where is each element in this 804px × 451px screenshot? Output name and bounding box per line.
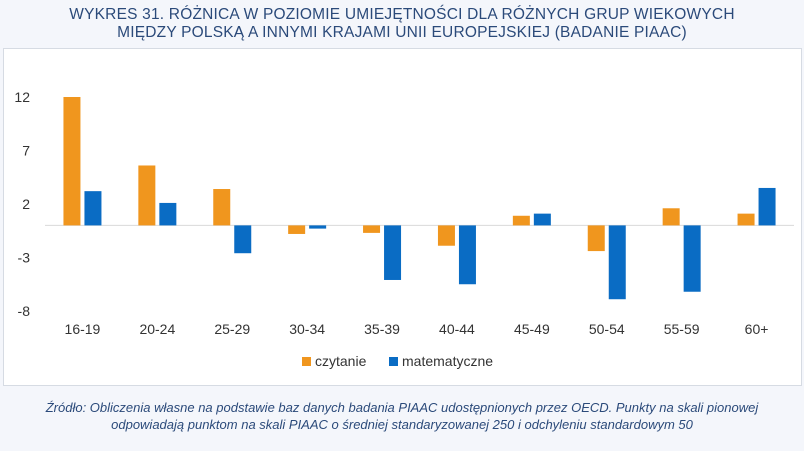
chart-title: WYKRES 31. RÓŻNICA W POZIOMIE UMIEJĘTNOŚ… <box>0 6 804 42</box>
source-note-line-2: odpowiadają punktom na skali PIAAC o śre… <box>111 417 693 432</box>
y-tick-label: -8 <box>18 303 31 319</box>
bar-czytanie-16-19 <box>63 97 81 226</box>
bar-matematyczne-60+ <box>758 187 776 226</box>
legend-label-matematyczne: matematyczne <box>402 353 493 369</box>
bar-czytanie-20-24 <box>138 165 156 226</box>
x-tick-label: 45-49 <box>514 321 550 337</box>
y-tick-label: 12 <box>14 89 30 105</box>
bar-matematyczne-30-34 <box>309 225 327 229</box>
x-tick-label: 16-19 <box>65 321 101 337</box>
x-tick-label: 20-24 <box>139 321 175 337</box>
legend-swatch-matematyczne <box>389 357 398 366</box>
bar-matematyczne-35-39 <box>384 225 402 280</box>
bar-czytanie-35-39 <box>363 225 381 233</box>
y-tick-label: -3 <box>18 250 31 266</box>
bar-chart: 12 7 2 -3 -8 16-19 20-24 25-29 30-34 35-39 40-44 45… <box>14 89 794 369</box>
bar-matematyczne-50-54 <box>608 225 626 300</box>
chart-title-line-2: MIĘDZY POLSKĄ A INNYMI KRAJAMI UNII EURO… <box>117 24 687 41</box>
x-tick-label: 25-29 <box>214 321 250 337</box>
chart-title-line-1: WYKRES 31. RÓŻNICA W POZIOMIE UMIEJĘTNOŚ… <box>69 6 735 23</box>
bar-matematyczne-40-44 <box>458 225 476 285</box>
x-tick-label: 55-59 <box>664 321 700 337</box>
source-note-line-1: Źródło: Obliczenia własne na podstawie b… <box>45 400 759 415</box>
bar-czytanie-45-49 <box>512 215 530 226</box>
x-tick-label: 30-34 <box>289 321 325 337</box>
chart-frame: 12 7 2 -3 -8 16-19 20-24 25-29 30-34 35-39 40-44 45… <box>3 48 802 386</box>
bar-matematyczne-16-19 <box>84 191 102 226</box>
y-tick-label: 7 <box>22 143 30 159</box>
y-tick-label: 2 <box>22 196 30 212</box>
bar-matematyczne-20-24 <box>159 202 177 226</box>
bar-czytanie-40-44 <box>437 225 455 246</box>
legend-swatch-czytanie <box>302 357 311 366</box>
bar-czytanie-55-59 <box>662 208 680 226</box>
x-tick-label: 40-44 <box>439 321 475 337</box>
bar-matematyczne-55-59 <box>683 225 701 292</box>
bar-czytanie-50-54 <box>587 225 605 252</box>
x-tick-label: 60+ <box>745 321 769 337</box>
x-tick-label: 35-39 <box>364 321 400 337</box>
bar-czytanie-25-29 <box>213 189 231 226</box>
bar-matematyczne-25-29 <box>234 225 252 254</box>
source-note: Źródło: Obliczenia własne na podstawie b… <box>0 399 804 433</box>
bar-czytanie-30-34 <box>288 225 306 234</box>
legend-label-czytanie: czytanie <box>315 353 367 369</box>
bar-matematyczne-45-49 <box>533 213 551 226</box>
x-tick-label: 50-54 <box>589 321 625 337</box>
bar-czytanie-60+ <box>737 213 755 226</box>
